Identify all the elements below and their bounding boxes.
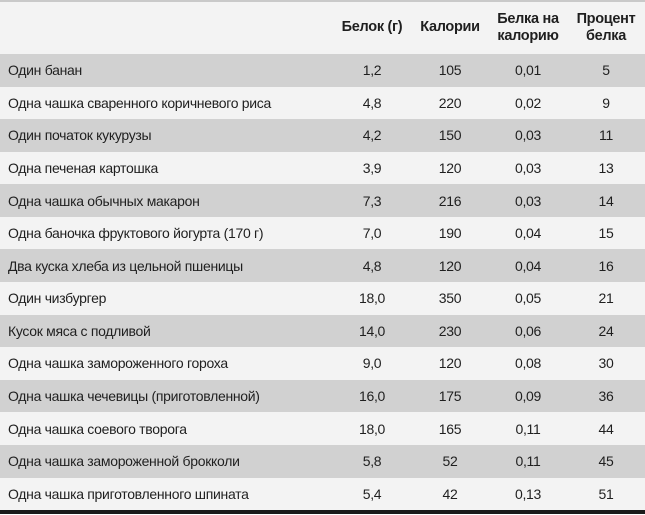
percent-protein-cell: 30 [598, 355, 614, 372]
food-name-cell: Одна чашка замороженной брокколи [8, 453, 240, 470]
food-name-cell: Один банан [8, 62, 82, 79]
calories-cell: 230 [438, 322, 462, 339]
food-name-cell: Два куска хлеба из цельной пшеницы [8, 257, 243, 274]
table-body: Один банан 1,2 105 0,01 5 Одна чашка сва… [0, 54, 645, 511]
calories-cell: 350 [438, 290, 462, 307]
percent-protein-cell: 15 [598, 225, 614, 242]
table-row: Одна чашка замороженной брокколи 5,8 52 … [0, 444, 645, 478]
header-calories: Калории [420, 19, 480, 36]
calories-cell: 165 [438, 420, 462, 437]
table-row: Одна чашка соевого творога 18,0 165 0,11… [0, 412, 645, 445]
table-row: Одна печеная картошка 3,9 120 0,03 13 [0, 151, 645, 185]
protein-per-calorie-cell: 0,13 [514, 485, 542, 502]
calories-cell: 150 [438, 127, 462, 144]
protein-grams-cell: 5,4 [362, 485, 382, 502]
food-name-cell: Один чизбургер [8, 290, 107, 307]
header-protein-grams: Белок (г) [341, 19, 403, 36]
percent-protein-cell: 5 [602, 62, 610, 79]
table-row: Один банан 1,2 105 0,01 5 [0, 54, 645, 87]
percent-protein-cell: 9 [602, 94, 610, 111]
calories-cell: 190 [438, 225, 462, 242]
percent-protein-cell: 36 [598, 388, 614, 405]
table-row: Одна баночка фруктового йогурта (170 г) … [0, 216, 645, 250]
table-row: Кусок мяса с подливой 14,0 230 0,06 24 [0, 314, 645, 348]
protein-grams-cell: 7,0 [362, 225, 382, 242]
calories-cell: 120 [438, 160, 462, 177]
protein-per-calorie-cell: 0,04 [514, 257, 542, 274]
calories-cell: 120 [438, 355, 462, 372]
table-row: Два куска хлеба из цельной пшеницы 4,8 1… [0, 249, 645, 283]
protein-grams-cell: 5,8 [362, 453, 382, 470]
food-name-cell: Одна чашка сваренного коричневого риса [8, 94, 271, 111]
table-row: Одна чашка замороженного гороха 9,0 120 … [0, 347, 645, 380]
protein-per-calorie-cell: 0,04 [514, 225, 542, 242]
protein-per-calorie-cell: 0,06 [514, 322, 542, 339]
percent-protein-cell: 16 [598, 257, 614, 274]
food-name-cell: Один початок кукурузы [8, 127, 152, 144]
food-name-cell: Одна печеная картошка [8, 160, 159, 177]
header-protein-per-calorie: Белка на калорию [497, 10, 559, 44]
food-name-cell: Одна чашка замороженного гороха [8, 355, 228, 372]
table-row: Одна чашка сваренного коричневого риса 4… [0, 86, 645, 120]
protein-grams-cell: 9,0 [362, 355, 382, 372]
protein-per-calorie-cell: 0,03 [514, 127, 542, 144]
table-row: Одна чашка обычных макарон 7,3 216 0,03 … [0, 184, 645, 217]
food-name-cell: Одна чашка чечевицы (приготовленной) [8, 388, 260, 405]
table-header-row: Белок (г) Калории Белка на калорию Проце… [0, 2, 645, 54]
food-name-cell: Кусок мяса с подливой [8, 322, 151, 339]
food-name-cell: Одна чашка приготовленного шпината [8, 485, 249, 502]
protein-grams-cell: 1,2 [362, 62, 382, 79]
percent-protein-cell: 51 [598, 485, 614, 502]
protein-per-calorie-cell: 0,01 [514, 62, 542, 79]
calories-cell: 175 [438, 388, 462, 405]
protein-per-calorie-cell: 0,11 [515, 420, 541, 437]
percent-protein-cell: 45 [598, 453, 614, 470]
food-name-cell: Одна чашка соевого творога [8, 420, 187, 437]
table-row: Одна чашка приготовленного шпината 5,4 4… [0, 477, 645, 511]
food-name-cell: Одна чашка обычных макарон [8, 192, 200, 209]
calories-cell: 216 [438, 192, 462, 209]
protein-per-calorie-cell: 0,03 [514, 160, 542, 177]
protein-per-calorie-cell: 0,02 [514, 94, 542, 111]
protein-grams-cell: 16,0 [358, 388, 386, 405]
table-row: Один чизбургер 18,0 350 0,05 21 [0, 282, 645, 315]
protein-per-calorie-cell: 0,03 [514, 192, 542, 209]
percent-protein-cell: 13 [598, 160, 614, 177]
percent-protein-cell: 44 [598, 420, 614, 437]
calories-cell: 42 [442, 485, 458, 502]
protein-grams-cell: 3,9 [362, 160, 382, 177]
food-name-cell: Одна баночка фруктового йогурта (170 г) [8, 225, 264, 242]
calories-cell: 220 [438, 94, 462, 111]
percent-protein-cell: 14 [598, 192, 614, 209]
percent-protein-cell: 24 [598, 322, 614, 339]
protein-per-calorie-cell: 0,08 [514, 355, 542, 372]
calories-cell: 120 [438, 257, 462, 274]
protein-grams-cell: 4,8 [362, 257, 382, 274]
protein-grams-cell: 4,2 [362, 127, 382, 144]
percent-protein-cell: 21 [598, 290, 614, 307]
protein-per-calorie-cell: 0,11 [515, 453, 541, 470]
protein-per-calorie-cell: 0,09 [514, 388, 542, 405]
header-percent-protein: Процент белка [576, 10, 636, 44]
protein-per-calorie-cell: 0,05 [514, 290, 542, 307]
table-row: Один початок кукурузы 4,2 150 0,03 11 [0, 119, 645, 152]
protein-grams-cell: 18,0 [358, 420, 386, 437]
calories-cell: 105 [438, 62, 462, 79]
table-row: Одна чашка чечевицы (приготовленной) 16,… [0, 379, 645, 413]
percent-protein-cell: 11 [599, 127, 613, 144]
protein-grams-cell: 14,0 [358, 322, 386, 339]
calories-cell: 52 [442, 453, 458, 470]
protein-grams-cell: 7,3 [362, 192, 382, 209]
protein-grams-cell: 18,0 [358, 290, 386, 307]
protein-grams-cell: 4,8 [362, 94, 382, 111]
